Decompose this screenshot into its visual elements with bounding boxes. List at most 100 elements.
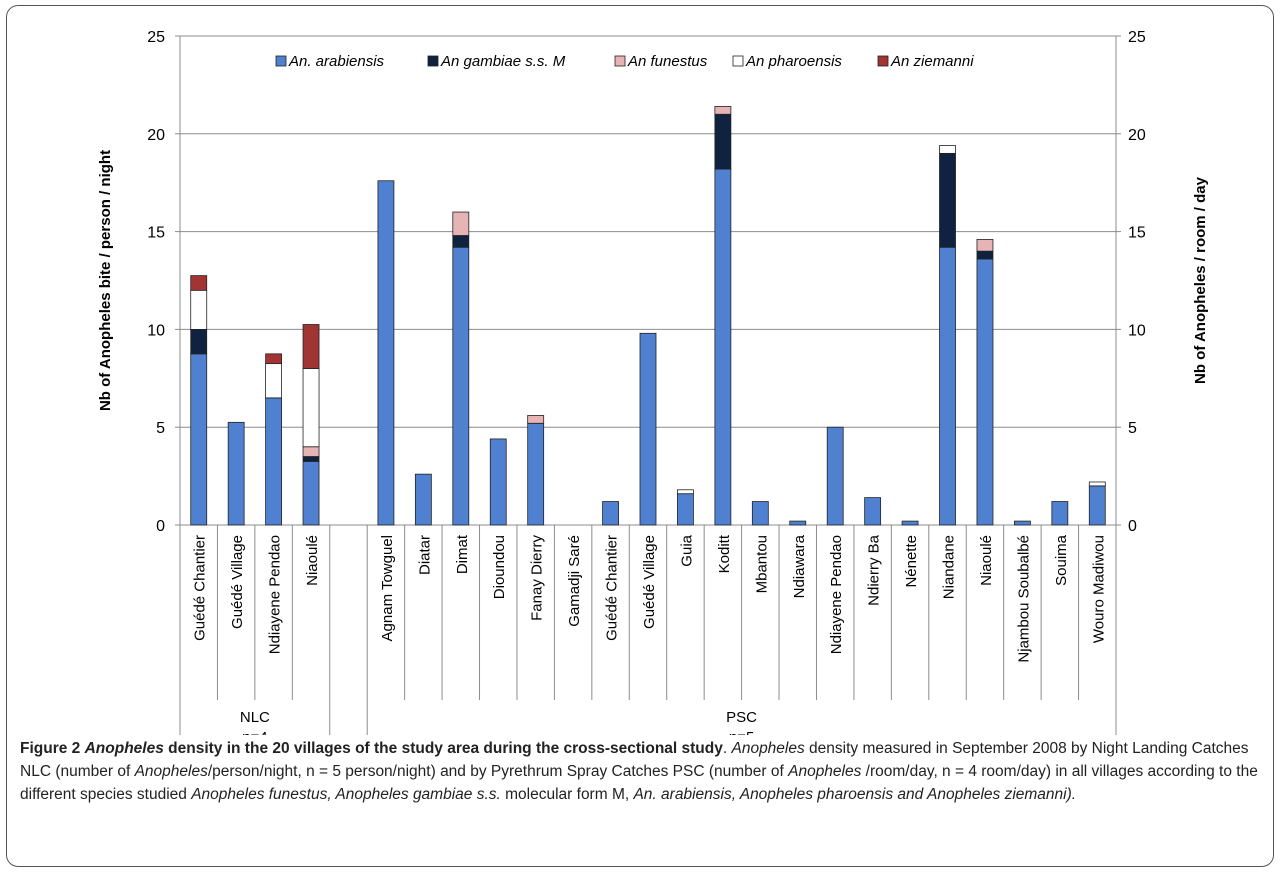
caption-body-part: /person/night, n = 5 person/night) and b…	[207, 763, 789, 780]
group-label: PSC	[726, 709, 757, 726]
bar-segment	[1088, 485, 1106, 526]
legend-swatch	[732, 55, 744, 67]
caption-body: . Anopheles density measured in Septembe…	[20, 740, 1258, 803]
right-tick-label: 0	[1128, 518, 1137, 535]
category-label: Diatar	[416, 535, 433, 575]
left-tick-label: 5	[156, 420, 165, 437]
legend-label: An. arabiensis	[288, 53, 385, 70]
bar-segment	[751, 501, 769, 526]
caption-body-part: Anopheles	[134, 763, 208, 780]
category-label: Guédé Chantier	[192, 535, 209, 641]
right-tick-label: 10	[1128, 322, 1146, 339]
bar-segment	[527, 422, 545, 526]
bar-segment	[190, 275, 208, 291]
bar-segment	[826, 426, 844, 526]
category-label: Ndierry Ba	[866, 534, 883, 606]
bar-segment	[265, 363, 283, 399]
caption-body-part: Anopheles	[788, 763, 862, 780]
category-label: Guédé Village	[641, 535, 658, 629]
category-label: Agnam Towguel	[379, 535, 396, 641]
bar-segment	[452, 211, 470, 236]
bar-segment	[939, 152, 956, 248]
bar-segment	[302, 456, 320, 462]
bar-segment	[377, 180, 395, 526]
bar-segment	[302, 368, 320, 448]
category-label: Gamadji Saré	[566, 535, 583, 627]
bar-segment	[714, 113, 732, 170]
bar-segment	[527, 415, 545, 424]
bar-segment	[976, 258, 994, 526]
caption-body-part: /room/day, n = 4 room/day) in all villag…	[20, 763, 1258, 803]
category-label: Niaoulé	[978, 535, 995, 586]
bar-segment	[864, 497, 882, 526]
bar-segment	[602, 501, 619, 526]
figure-caption: Figure 2 Anopheles density in the 20 vil…	[20, 737, 1270, 806]
left-tick-label: 20	[147, 127, 165, 144]
bar-segment	[939, 145, 956, 154]
bar-segment	[789, 520, 807, 526]
caption-body-part: .	[722, 740, 732, 757]
bar-segment	[976, 250, 994, 260]
bar-segment	[414, 473, 432, 526]
legend-swatch	[275, 55, 287, 67]
legend-swatch	[614, 55, 626, 67]
category-label: Ndiawara	[791, 534, 808, 598]
caption-body-part: Anopheles	[731, 740, 805, 757]
figure-frame	[6, 5, 1274, 867]
right-tick-label: 25	[1128, 29, 1146, 46]
group-sample-size: n=5	[729, 729, 754, 735]
left-tick-label: 10	[147, 322, 165, 339]
legend-swatch	[877, 55, 889, 67]
bar-segment	[1088, 481, 1106, 487]
caption-figure-label: Figure 2	[20, 740, 81, 757]
legend-label: An funestus	[627, 53, 708, 70]
bar-segment	[190, 289, 208, 330]
bar-segment	[639, 332, 657, 526]
group-sample-size: n=4	[242, 729, 267, 735]
caption-body-part: molecular form M,	[500, 786, 634, 803]
category-label: Njambou Soubalbé	[1015, 535, 1032, 663]
category-label: Dioundou	[491, 535, 508, 599]
left-tick-label: 25	[147, 29, 165, 46]
caption-title-italic: Anopheles	[84, 740, 164, 757]
right-tick-label: 5	[1128, 420, 1137, 437]
category-label: Ndiayene Pendao	[267, 535, 284, 654]
category-label: Koditt	[716, 534, 733, 573]
bar-segment	[489, 438, 507, 526]
bar-segment	[452, 235, 470, 248]
category-label: Niandane	[941, 535, 958, 599]
bar-segment	[714, 168, 732, 526]
caption-body-part: Anopheles funestus, Anopheles gambiae s.…	[191, 786, 501, 803]
category-label: Nénette	[903, 535, 920, 588]
category-label: Souima	[1053, 534, 1070, 586]
left-tick-label: 15	[147, 225, 165, 242]
bar-segment	[939, 246, 956, 526]
category-label: Mbantou	[753, 535, 770, 593]
bar-segment	[976, 239, 994, 252]
bar-segment	[302, 461, 320, 526]
bar-segment	[265, 397, 283, 526]
bar-segment	[190, 353, 208, 526]
bar-segment	[452, 246, 470, 526]
bar-segment	[901, 520, 919, 526]
bar-segment	[302, 446, 320, 457]
bar-segment	[1051, 501, 1069, 526]
bar-segment	[677, 493, 694, 526]
category-label: Wouro Madiwou	[1090, 535, 1107, 643]
category-label: Guédé Chantier	[604, 535, 621, 641]
legend-swatch	[427, 55, 439, 67]
category-label: Guia	[678, 534, 695, 566]
right-tick-label: 20	[1128, 127, 1146, 144]
left-axis-title: Nb of Anopheles bite / person / night	[97, 150, 114, 411]
right-axis-title: Nb of Anopheles / room / day	[1192, 176, 1209, 384]
bar-segment	[1014, 520, 1031, 526]
category-label: Dimat	[454, 534, 471, 574]
category-label: Ndiayene Pendao	[828, 535, 845, 654]
bar-segment	[227, 421, 245, 526]
right-tick-label: 15	[1128, 225, 1146, 242]
category-label: Niaoulé	[304, 535, 321, 586]
category-label: Guédé Village	[229, 535, 246, 629]
left-tick-label: 0	[156, 518, 165, 535]
bar-segment	[265, 353, 283, 365]
caption-body-part: An. arabiensis, Anopheles pharoensis and…	[633, 786, 1077, 803]
